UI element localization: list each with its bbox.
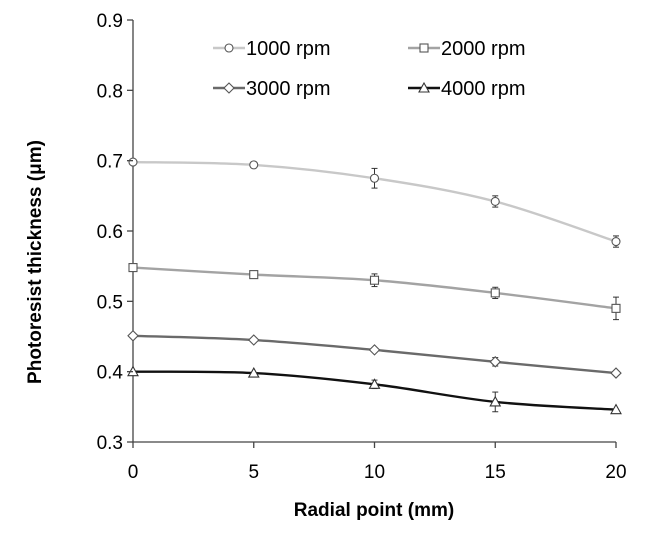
data-point bbox=[369, 275, 380, 285]
x-tick-label: 15 bbox=[485, 462, 506, 483]
y-tick-label: 0.8 bbox=[97, 81, 123, 102]
data-point bbox=[128, 263, 138, 273]
legend-marker bbox=[418, 81, 430, 93]
x-axis-title: Radial point (mm) bbox=[294, 500, 454, 521]
legend-item: 1000 rpm bbox=[213, 38, 331, 60]
y-tick-label: 0.5 bbox=[97, 292, 123, 313]
legend-marker bbox=[419, 43, 429, 53]
y-tick-label: 0.6 bbox=[97, 222, 123, 243]
y-axis-title: Photoresist thickness (μm) bbox=[25, 140, 46, 384]
legend-marker bbox=[223, 82, 235, 94]
data-point bbox=[611, 237, 621, 247]
legend-label: 3000 rpm bbox=[246, 78, 331, 100]
data-point bbox=[489, 356, 502, 368]
legend-label: 4000 rpm bbox=[441, 78, 526, 100]
data-point bbox=[610, 367, 622, 379]
data-point bbox=[249, 160, 259, 170]
series-line bbox=[132, 370, 617, 411]
series-2000-rpm bbox=[128, 263, 621, 321]
data-point bbox=[369, 173, 380, 183]
data-point bbox=[127, 330, 139, 342]
y-axis-ticks: 0.3 0.4 0.5 0.6 0.7 0.8 0.9 bbox=[97, 11, 133, 454]
data-point bbox=[610, 403, 622, 415]
x-axis-ticks: 0 5 10 15 20 bbox=[128, 442, 627, 483]
data-point bbox=[368, 378, 381, 389]
legend-label: 1000 rpm bbox=[246, 38, 331, 60]
y-tick-label: 0.9 bbox=[97, 11, 123, 32]
y-tick-label: 0.7 bbox=[97, 152, 123, 173]
data-point bbox=[247, 366, 260, 378]
data-point bbox=[368, 344, 381, 356]
legend-item: 3000 rpm bbox=[213, 78, 331, 100]
series-4000-rpm bbox=[127, 365, 622, 415]
x-tick-label: 0 bbox=[128, 462, 139, 483]
legend-marker bbox=[224, 43, 234, 53]
legend-item: 4000 rpm bbox=[408, 78, 526, 100]
legend-item: 2000 rpm bbox=[408, 38, 526, 60]
y-tick-label: 0.4 bbox=[97, 363, 124, 384]
series-1000-rpm bbox=[128, 157, 621, 248]
data-point bbox=[249, 270, 259, 280]
data-point bbox=[247, 334, 260, 346]
y-tick-label: 0.3 bbox=[97, 433, 123, 454]
series-layer bbox=[127, 157, 622, 415]
legend-label: 2000 rpm bbox=[441, 38, 526, 60]
data-point bbox=[611, 303, 621, 313]
x-tick-label: 20 bbox=[605, 462, 626, 483]
x-tick-label: 10 bbox=[364, 462, 385, 483]
data-point bbox=[489, 395, 502, 407]
series-3000-rpm bbox=[127, 330, 622, 379]
data-point bbox=[128, 157, 138, 167]
data-point bbox=[490, 288, 500, 298]
legend: 1000 rpm 2000 rpm 3000 rpm 4000 rpm bbox=[213, 38, 526, 100]
x-tick-label: 5 bbox=[248, 462, 259, 483]
data-point bbox=[490, 196, 500, 207]
